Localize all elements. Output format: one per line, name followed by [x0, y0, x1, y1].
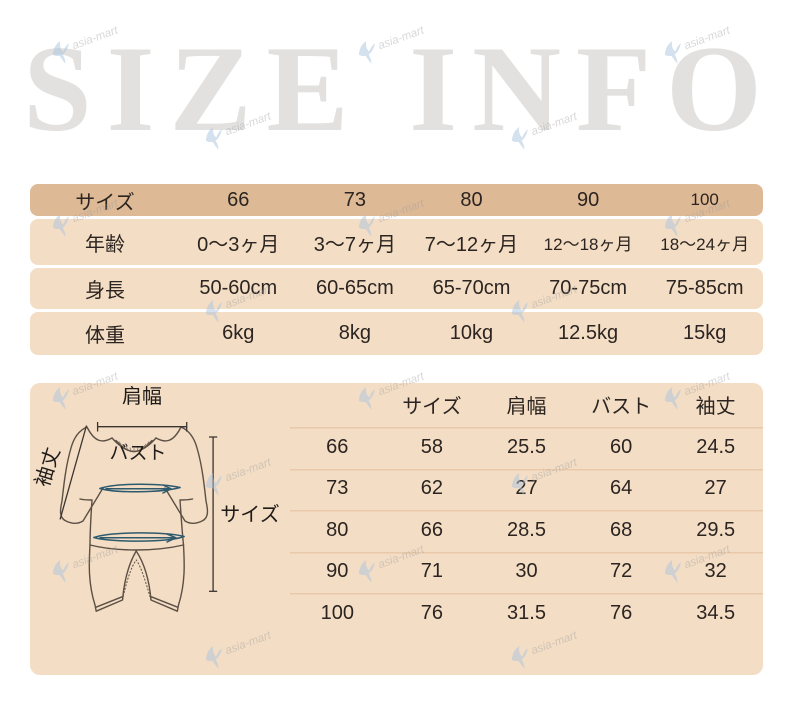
svg-text:袖丈: 袖丈 — [31, 445, 65, 490]
svg-text:サイズ: サイズ — [220, 503, 279, 526]
svg-text:バスト: バスト — [109, 443, 166, 464]
svg-text:肩幅: 肩幅 — [122, 385, 162, 408]
